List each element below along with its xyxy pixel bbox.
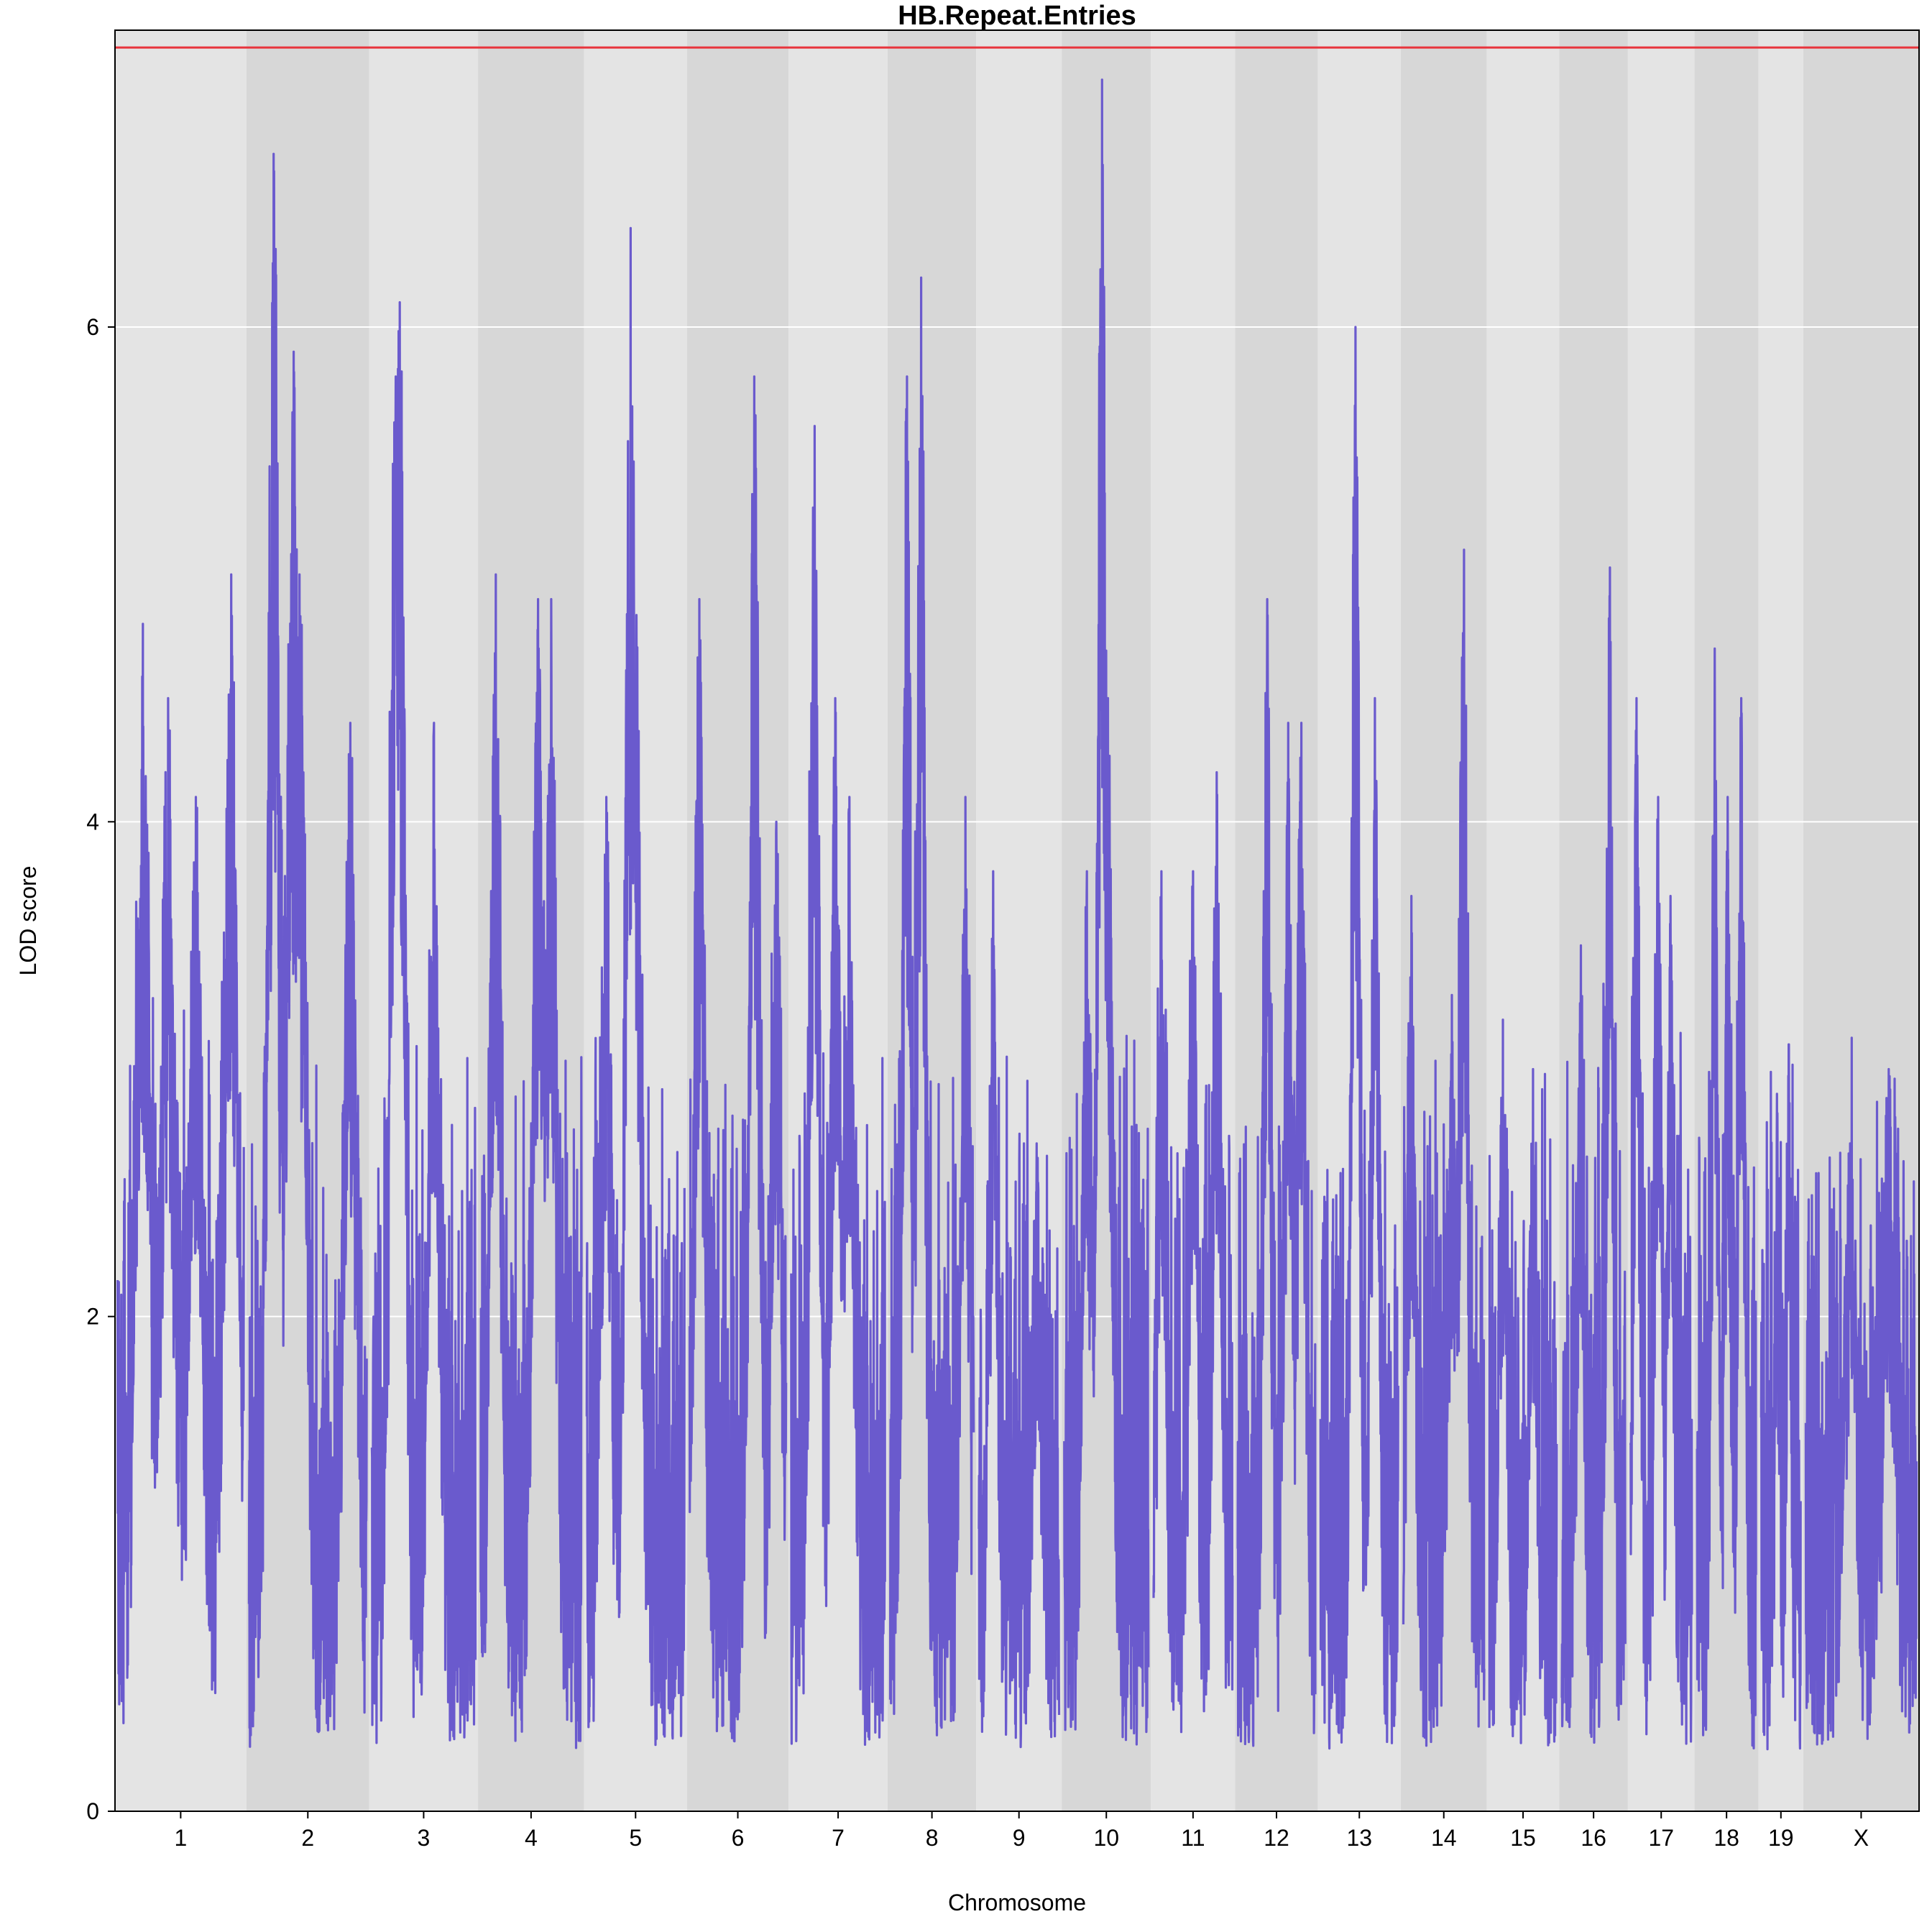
x-tick-label-10: 10 <box>1093 1825 1119 1851</box>
y-tick-label-0: 0 <box>86 1798 99 1824</box>
lod-series-chr-15 <box>1488 1018 1558 1747</box>
lod-series-chr-18 <box>1696 647 1757 1749</box>
x-tick-label-13: 13 <box>1346 1825 1372 1851</box>
x-tick-label-2: 2 <box>301 1825 314 1851</box>
x-tick-label-X: X <box>1854 1825 1869 1851</box>
x-tick-label-6: 6 <box>732 1825 745 1851</box>
x-tick-label-1: 1 <box>174 1825 187 1851</box>
lod-series-chr-7 <box>790 425 886 1746</box>
lod-series-chr-1 <box>116 573 245 1724</box>
lod-series-chr-3 <box>370 301 477 1744</box>
x-tick-label-4: 4 <box>525 1825 538 1851</box>
x-tick-label-9: 9 <box>1013 1825 1026 1851</box>
x-tick-label-15: 15 <box>1510 1825 1536 1851</box>
x-tick-label-11: 11 <box>1181 1825 1205 1851</box>
lod-series-chr-4 <box>479 573 583 1749</box>
lod-series-chr-6 <box>688 375 788 1743</box>
x-tick-label-17: 17 <box>1648 1825 1674 1851</box>
x-tick-label-14: 14 <box>1431 1825 1457 1851</box>
y-tick-label-6: 6 <box>86 314 99 340</box>
lod-series-chr-2 <box>247 152 368 1748</box>
x-tick-label-8: 8 <box>926 1825 939 1851</box>
lod-series-chr-13 <box>1319 326 1399 1750</box>
x-axis-label: Chromosome <box>948 1890 1086 1915</box>
lod-series-chr-8 <box>888 276 975 1736</box>
lod-series-chr-17 <box>1629 696 1693 1745</box>
chart-title: HB.Repeat.Entries <box>898 1 1136 31</box>
x-tick-label-7: 7 <box>832 1825 845 1851</box>
x-tick-label-3: 3 <box>418 1825 431 1851</box>
y-tick-label-4: 4 <box>86 809 99 834</box>
lod-series-chr-X <box>1804 1036 1918 1746</box>
plot-frame <box>114 29 1920 1812</box>
y-tick-label-2: 2 <box>86 1304 99 1330</box>
y-axis-label: LOD score <box>15 866 41 976</box>
x-tick-label-12: 12 <box>1264 1825 1289 1851</box>
lod-series-chr-19 <box>1760 1043 1802 1751</box>
lod-series-chr-12 <box>1236 597 1317 1747</box>
lod-series-chr-10 <box>1063 78 1150 1746</box>
x-tick-label-19: 19 <box>1768 1825 1794 1851</box>
lod-series-chr-5 <box>585 226 686 1747</box>
lod-series-chr-14 <box>1402 548 1486 1747</box>
lod-series-chr-16 <box>1560 566 1627 1744</box>
lod-series-chr-11 <box>1152 770 1234 1734</box>
x-tick-label-18: 18 <box>1714 1825 1739 1851</box>
x-tick-label-16: 16 <box>1581 1825 1606 1851</box>
lod-series-chr-9 <box>978 870 1061 1749</box>
x-tick-label-5: 5 <box>629 1825 642 1851</box>
